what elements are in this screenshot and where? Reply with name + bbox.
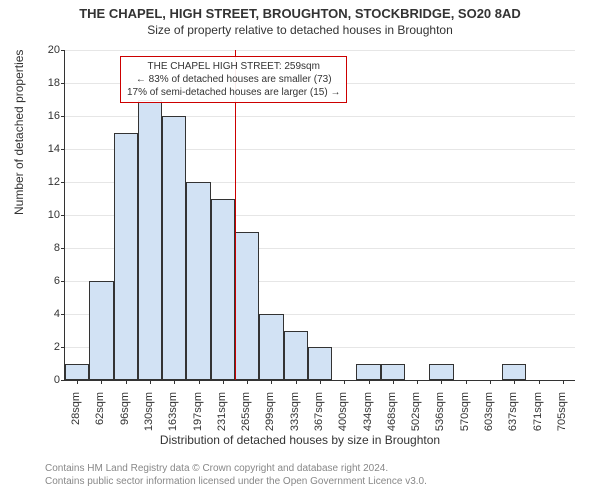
xtick-mark: [514, 380, 515, 384]
ytick-label: 14: [30, 143, 60, 155]
ytick-label: 20: [30, 44, 60, 56]
x-axis-label: Distribution of detached houses by size …: [0, 433, 600, 447]
ytick-label: 18: [30, 77, 60, 89]
xtick-mark: [369, 380, 370, 384]
histogram-bar: [284, 331, 308, 381]
xtick-mark: [77, 380, 78, 384]
attribution-line2: Contains public sector information licen…: [45, 475, 427, 488]
histogram-bar: [502, 364, 526, 381]
xtick-mark: [344, 380, 345, 384]
xtick-mark: [466, 380, 467, 384]
ytick-mark: [61, 347, 65, 348]
ytick-mark: [61, 50, 65, 51]
page-title: THE CHAPEL, HIGH STREET, BROUGHTON, STOC…: [0, 0, 600, 21]
xtick-mark: [126, 380, 127, 384]
ytick-mark: [61, 149, 65, 150]
xtick-mark: [320, 380, 321, 384]
histogram-bar: [89, 281, 113, 380]
ytick-mark: [61, 314, 65, 315]
ytick-mark: [61, 380, 65, 381]
xtick-mark: [271, 380, 272, 384]
xtick-mark: [101, 380, 102, 384]
annotation-line1: THE CHAPEL HIGH STREET: 259sqm: [127, 60, 340, 73]
ytick-label: 12: [30, 176, 60, 188]
histogram-bar: [235, 232, 259, 381]
ytick-mark: [61, 248, 65, 249]
page-subtitle: Size of property relative to detached ho…: [0, 21, 600, 37]
attribution: Contains HM Land Registry data © Crown c…: [45, 462, 427, 488]
xtick-mark: [490, 380, 491, 384]
ytick-mark: [61, 83, 65, 84]
ytick-label: 6: [30, 275, 60, 287]
ytick-label: 2: [30, 341, 60, 353]
histogram-bar: [186, 182, 210, 380]
annotation-line3: 17% of semi-detached houses are larger (…: [127, 86, 340, 99]
xtick-mark: [441, 380, 442, 384]
histogram-bar: [308, 347, 332, 380]
annotation-box: THE CHAPEL HIGH STREET: 259sqm ← 83% of …: [120, 56, 347, 103]
ytick-label: 4: [30, 308, 60, 320]
xtick-mark: [247, 380, 248, 384]
xtick-mark: [199, 380, 200, 384]
histogram-bar: [356, 364, 380, 381]
histogram-bar: [65, 364, 89, 381]
ytick-label: 0: [30, 374, 60, 386]
xtick-mark: [539, 380, 540, 384]
ytick-label: 8: [30, 242, 60, 254]
ytick-mark: [61, 215, 65, 216]
annotation-line2: ← 83% of detached houses are smaller (73…: [127, 73, 340, 86]
xtick-mark: [223, 380, 224, 384]
histogram-bar: [162, 116, 186, 380]
attribution-line1: Contains HM Land Registry data © Crown c…: [45, 462, 427, 475]
xtick-mark: [417, 380, 418, 384]
chart-area: THE CHAPEL HIGH STREET: 259sqm ← 83% of …: [64, 50, 574, 380]
ytick-mark: [61, 116, 65, 117]
histogram-bar: [114, 133, 138, 381]
xtick-mark: [393, 380, 394, 384]
xtick-mark: [296, 380, 297, 384]
ytick-mark: [61, 281, 65, 282]
histogram-bar: [211, 199, 235, 381]
y-axis-label: Number of detached properties: [12, 50, 26, 215]
histogram-bar: [259, 314, 283, 380]
histogram-bar: [381, 364, 405, 381]
xtick-mark: [563, 380, 564, 384]
gridline: [65, 50, 575, 51]
xtick-mark: [150, 380, 151, 384]
histogram-bar: [429, 364, 453, 381]
ytick-label: 10: [30, 209, 60, 221]
xtick-mark: [174, 380, 175, 384]
ytick-mark: [61, 182, 65, 183]
histogram-bar: [138, 100, 162, 381]
chart-container: THE CHAPEL, HIGH STREET, BROUGHTON, STOC…: [0, 0, 600, 500]
ytick-label: 16: [30, 110, 60, 122]
